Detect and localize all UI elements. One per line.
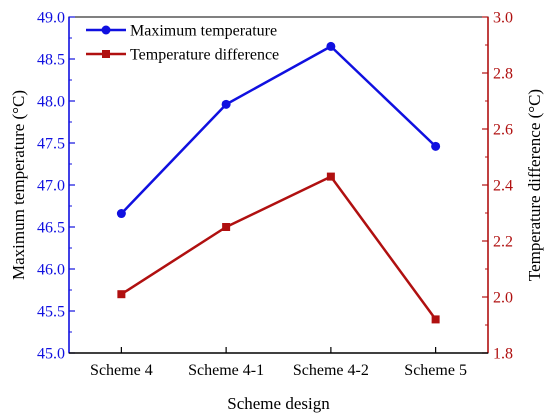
right-tick-label: 2.0	[493, 290, 513, 307]
left-y-axis: 45.0 45.5 46.0 46.5 47.0 47.5 48.0 48.5 49.0	[37, 10, 75, 363]
x-axis: Scheme 4 Scheme 4-1 Scheme 4-2 Scheme 5	[69, 347, 488, 379]
legend-item: Maximum temperature	[86, 23, 277, 40]
legend: Maximum temperature Temperature differenc…	[86, 23, 279, 64]
x-tick-label: Scheme 4	[90, 362, 153, 379]
left-tick-label: 47.0	[37, 178, 65, 195]
right-tick-label: 3.0	[493, 10, 513, 27]
left-tick-label: 45.5	[37, 304, 65, 321]
series-temperature-difference	[117, 172, 440, 324]
left-tick-label: 48.5	[37, 52, 65, 69]
data-point-circle	[431, 141, 441, 151]
left-tick-label: 49.0	[37, 10, 65, 27]
series-line	[120, 175, 437, 321]
right-tick-label: 2.8	[493, 66, 513, 83]
right-y-axis: 1.8 2.0 2.2 2.4 2.6 2.8 3.0	[482, 10, 513, 363]
legend-label: Maximum temperature	[130, 23, 277, 40]
series-line	[120, 45, 437, 215]
left-tick-label: 47.5	[37, 136, 65, 153]
data-point-square	[222, 223, 231, 231]
data-point-circle	[326, 41, 336, 51]
left-tick-label: 45.0	[37, 346, 65, 363]
legend-marker-square	[102, 50, 110, 58]
x-tick-label: Scheme 5	[404, 362, 467, 379]
data-point-square	[431, 315, 440, 324]
data-point-circle	[116, 209, 126, 219]
plot-frame	[68, 16, 489, 354]
x-tick-label: Scheme 4-2	[293, 362, 369, 379]
x-axis-label: Scheme design	[227, 394, 330, 413]
right-tick-label: 1.8	[493, 346, 513, 363]
right-tick-label: 2.6	[493, 122, 513, 139]
data-point-square	[326, 172, 335, 181]
left-tick-label: 46.0	[37, 262, 65, 279]
series-maximum-temperature	[116, 41, 441, 219]
data-point-circle	[221, 99, 231, 109]
right-tick-label: 2.2	[493, 234, 513, 251]
right-axis-label: Temperature difference (°C)	[525, 89, 544, 281]
data-point-square	[117, 290, 126, 299]
series-layer	[116, 41, 441, 324]
left-tick-label: 46.5	[37, 220, 65, 237]
x-tick-label: Scheme 4-1	[188, 362, 264, 379]
right-tick-label: 2.4	[493, 178, 513, 195]
legend-marker-circle	[101, 25, 111, 35]
left-tick-label: 48.0	[37, 94, 65, 111]
plot-area	[68, 16, 489, 354]
legend-item: Temperature difference	[86, 47, 279, 64]
legend-label: Temperature difference	[130, 47, 279, 64]
left-axis-label: Maximum temperature (°C)	[9, 90, 28, 280]
